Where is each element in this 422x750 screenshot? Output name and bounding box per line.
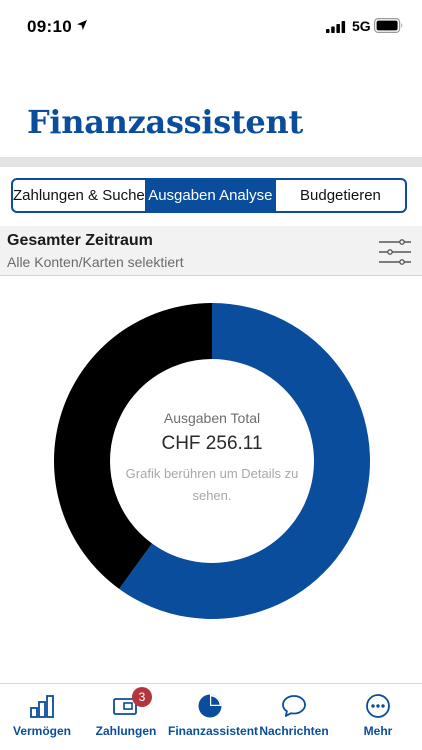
location-arrow-icon (77, 20, 87, 30)
payments-icon (113, 698, 137, 715)
battery-icon (374, 18, 403, 33)
status-bar: 09:10 5G (0, 0, 422, 54)
bottom-tab-bar: Vermögen 3 Zahlungen Finanzassistent Nac… (0, 683, 422, 750)
tab-label: Nachrichten (259, 724, 329, 738)
tab-item-vermoegen[interactable]: Vermögen (0, 684, 84, 750)
tab-item-zahlungen[interactable]: 3 Zahlungen (84, 684, 168, 750)
payments-badge: 3 (132, 687, 152, 707)
signal-strength-icon (326, 21, 346, 33)
donut-slice-1[interactable] (119, 303, 370, 619)
more-icon (366, 694, 390, 718)
filter-header[interactable]: Gesamter Zeitraum Alle Konten/Karten sel… (0, 226, 422, 276)
analysis-segmented-control: Zahlungen & Suche Ausgaben Analyse Budge… (11, 178, 407, 213)
accounts-subtitle: Alle Konten/Karten selektiert (7, 254, 184, 270)
donut-slice-2[interactable] (53, 303, 212, 589)
chart-total-value: CHF 256.11 (161, 433, 263, 454)
tab-budgeting[interactable]: Budgetieren (274, 180, 405, 211)
tab-label: Vermögen (12, 724, 72, 738)
bar-chart-icon (30, 695, 54, 718)
tab-item-nachrichten[interactable]: Nachrichten (252, 684, 336, 750)
network-type: 5G (352, 18, 371, 34)
tab-payments-search[interactable]: Zahlungen & Suche (13, 187, 145, 204)
header-divider (0, 157, 422, 167)
tab-spending-analysis[interactable]: Ausgaben Analyse (144, 180, 275, 211)
tab-label: Mehr (363, 724, 393, 738)
period-title: Gesamter Zeitraum (7, 232, 153, 249)
status-time: 09:10 (27, 17, 72, 36)
chat-bubble-icon (282, 695, 306, 717)
chart-hint: Grafik berühren um Details zu sehen. (125, 466, 299, 503)
pie-chart-icon (198, 694, 222, 718)
page-title: Finanzassistent (27, 103, 303, 141)
chart-center-label: Ausgaben Total (163, 410, 261, 426)
spending-donut-chart[interactable] (53, 302, 371, 620)
tab-item-finanzassistent[interactable]: Finanzassistent (168, 684, 259, 750)
tab-item-mehr[interactable]: Mehr (336, 684, 420, 750)
tab-label: Finanzassistent (168, 724, 259, 738)
tab-label: Zahlungen (95, 724, 157, 738)
filter-settings-icon[interactable] (378, 238, 412, 266)
